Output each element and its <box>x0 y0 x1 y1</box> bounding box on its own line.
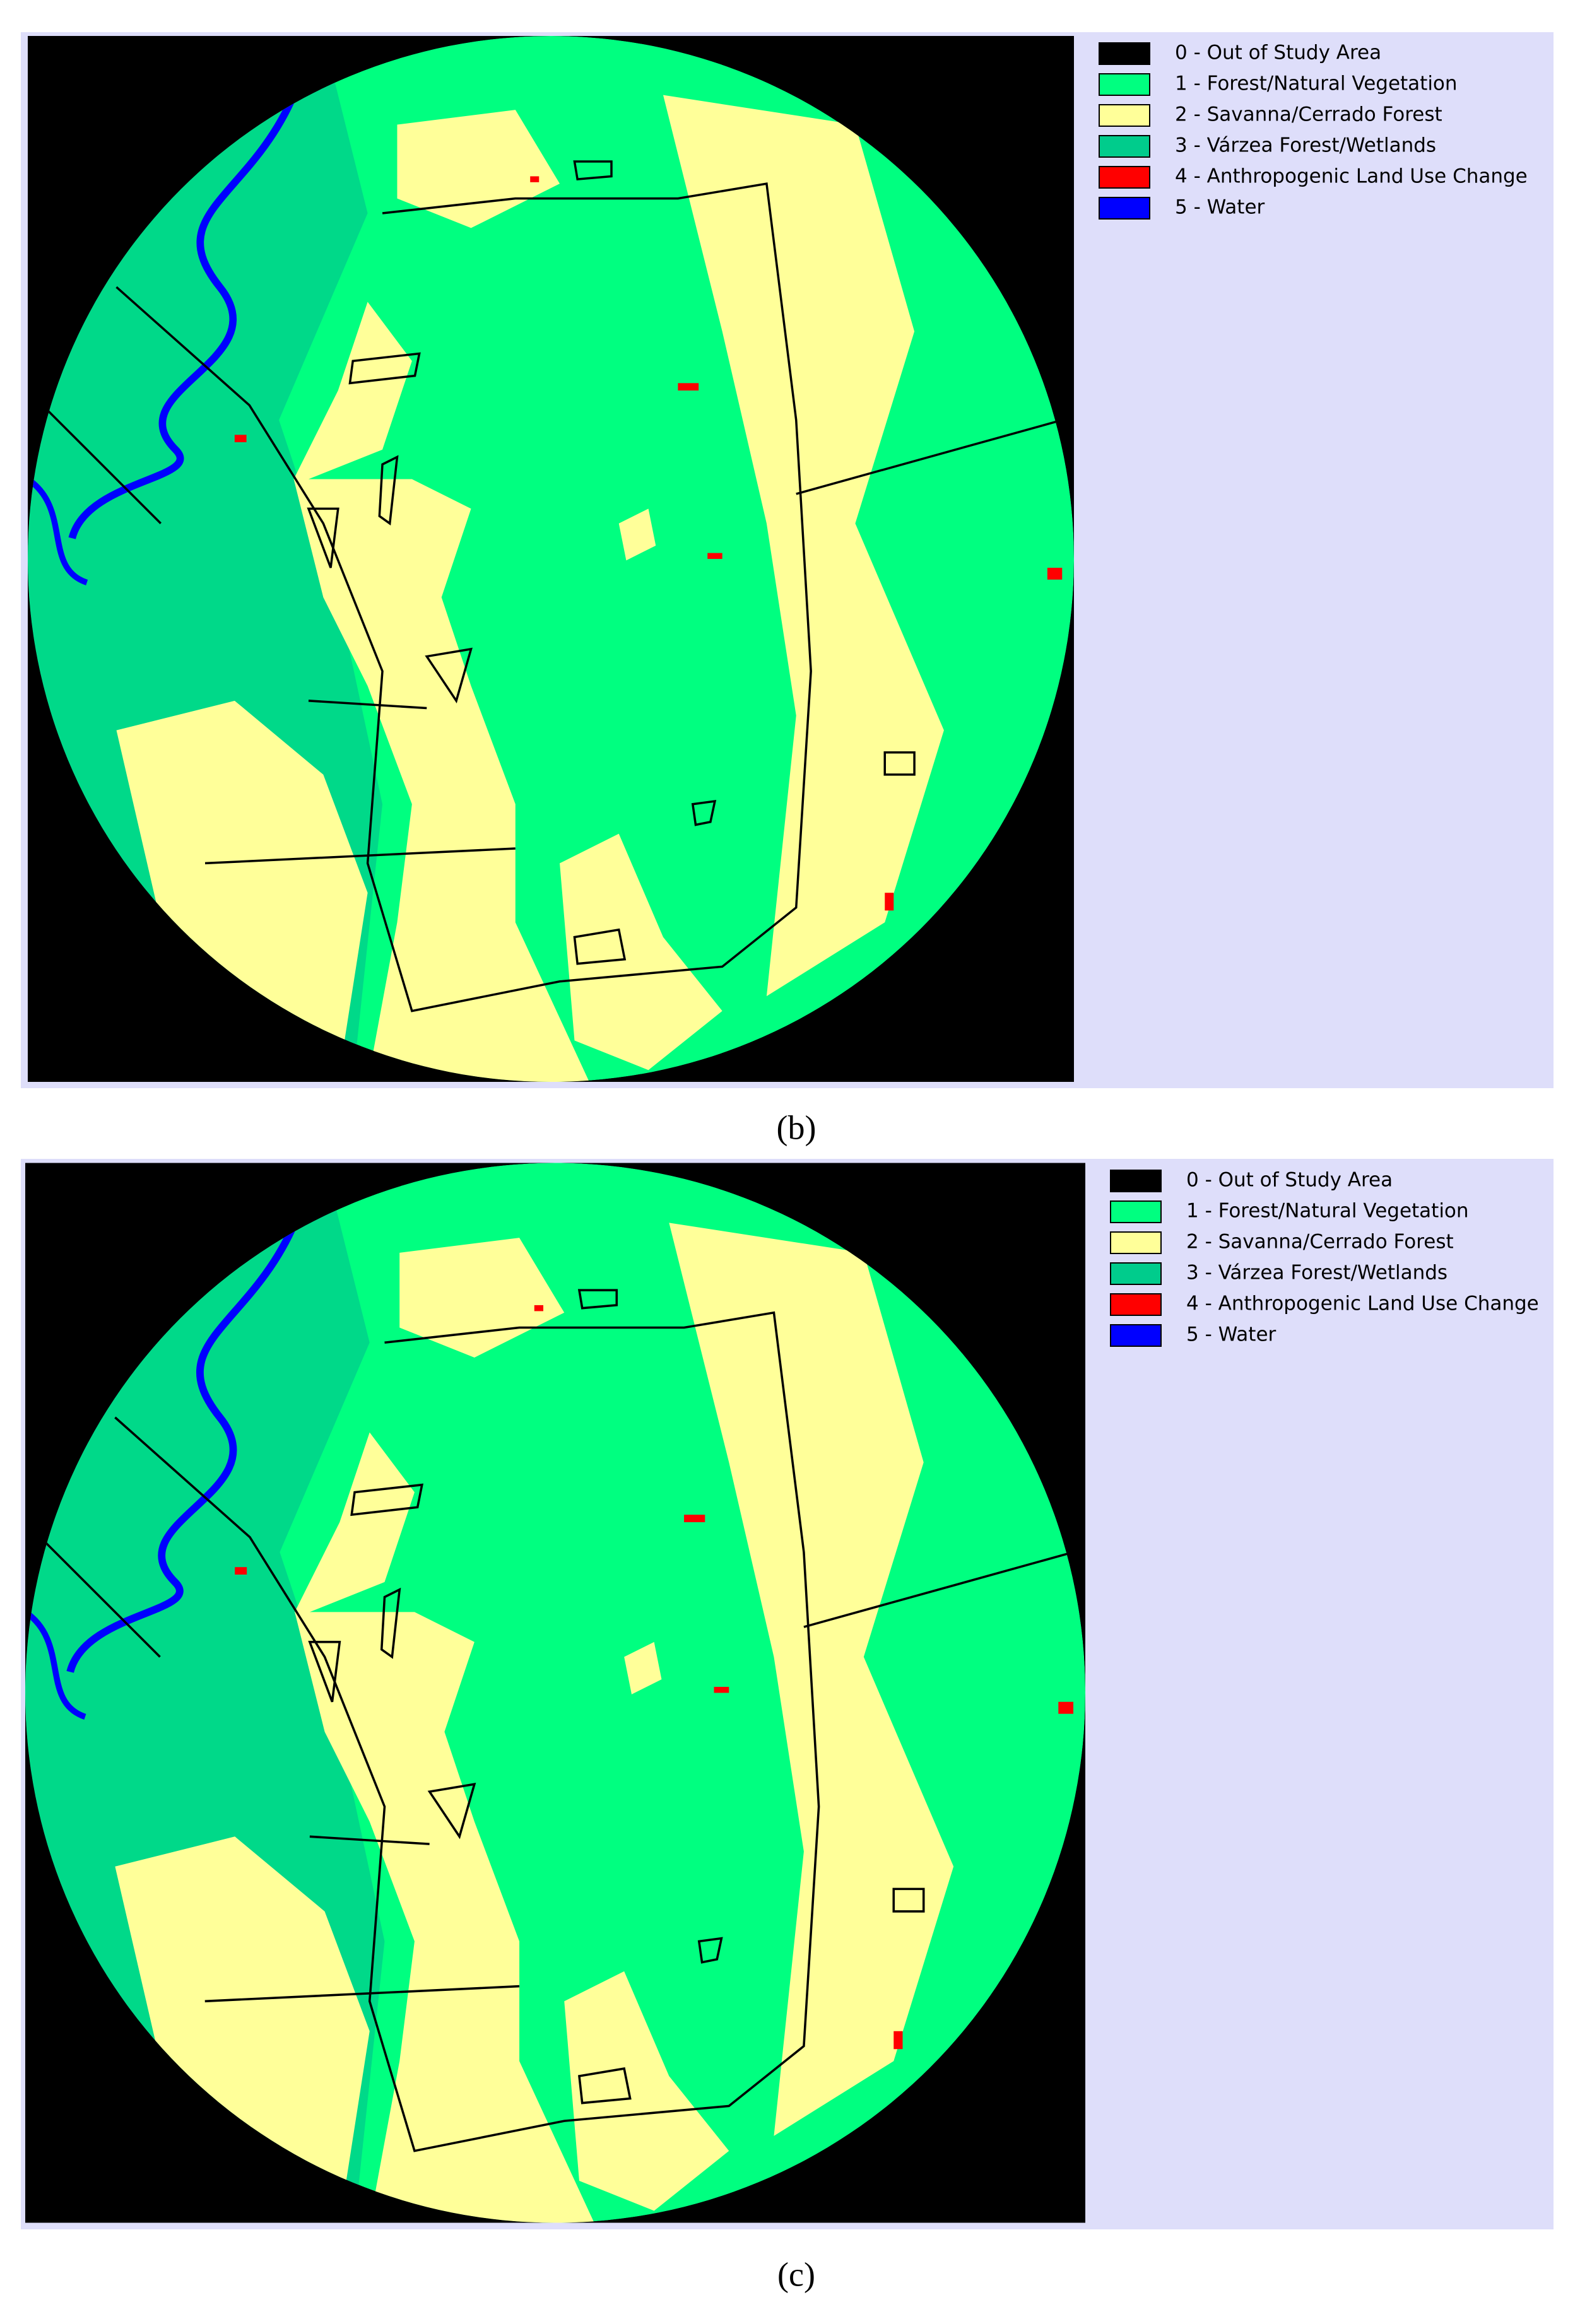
legend-label: 5 - Water <box>1175 196 1265 219</box>
legend-swatch <box>1110 1324 1162 1347</box>
legend-swatch <box>1110 1231 1162 1254</box>
legend-swatch <box>1099 104 1150 127</box>
legend-swatch <box>1099 166 1150 189</box>
legend-label: 4 - Anthropogenic Land Use Change <box>1175 165 1528 188</box>
legend-label: 2 - Savanna/Cerrado Forest <box>1186 1231 1454 1253</box>
legend-label: 5 - Water <box>1186 1323 1277 1346</box>
legend-swatch <box>1099 73 1150 96</box>
legend-swatch <box>1099 197 1150 220</box>
land-cover-map <box>28 36 1074 1082</box>
legend-label: 1 - Forest/Natural Vegetation <box>1175 73 1458 95</box>
legend-swatch <box>1099 42 1150 65</box>
legend-label: 3 - Várzea Forest/Wetlands <box>1175 134 1436 157</box>
legend-label: 0 - Out of Study Area <box>1175 42 1381 64</box>
panel: 0 - Out of Study Area 1 - Forest/Natural … <box>21 1159 1554 2293</box>
legend-swatch <box>1110 1262 1162 1285</box>
legend-label: 1 - Forest/Natural Vegetation <box>1186 1200 1469 1223</box>
land-cover-map <box>25 1163 1085 2223</box>
legend-label: 0 - Out of Study Area <box>1186 1169 1393 1192</box>
legend-swatch <box>1110 1200 1162 1223</box>
legend-swatch <box>1110 1293 1162 1316</box>
legend-label: 3 - Várzea Forest/Wetlands <box>1186 1262 1448 1284</box>
legend-swatch <box>1099 135 1150 158</box>
legend-label: 2 - Savanna/Cerrado Forest <box>1175 103 1442 126</box>
panel-caption: (b) <box>777 1108 817 1146</box>
panel: 0 - Out of Study Area 1 - Forest/Natural … <box>21 32 1554 1146</box>
legend-swatch <box>1110 1170 1162 1192</box>
legend-label: 4 - Anthropogenic Land Use Change <box>1186 1293 1539 1315</box>
panel-caption: (c) <box>777 2255 815 2293</box>
